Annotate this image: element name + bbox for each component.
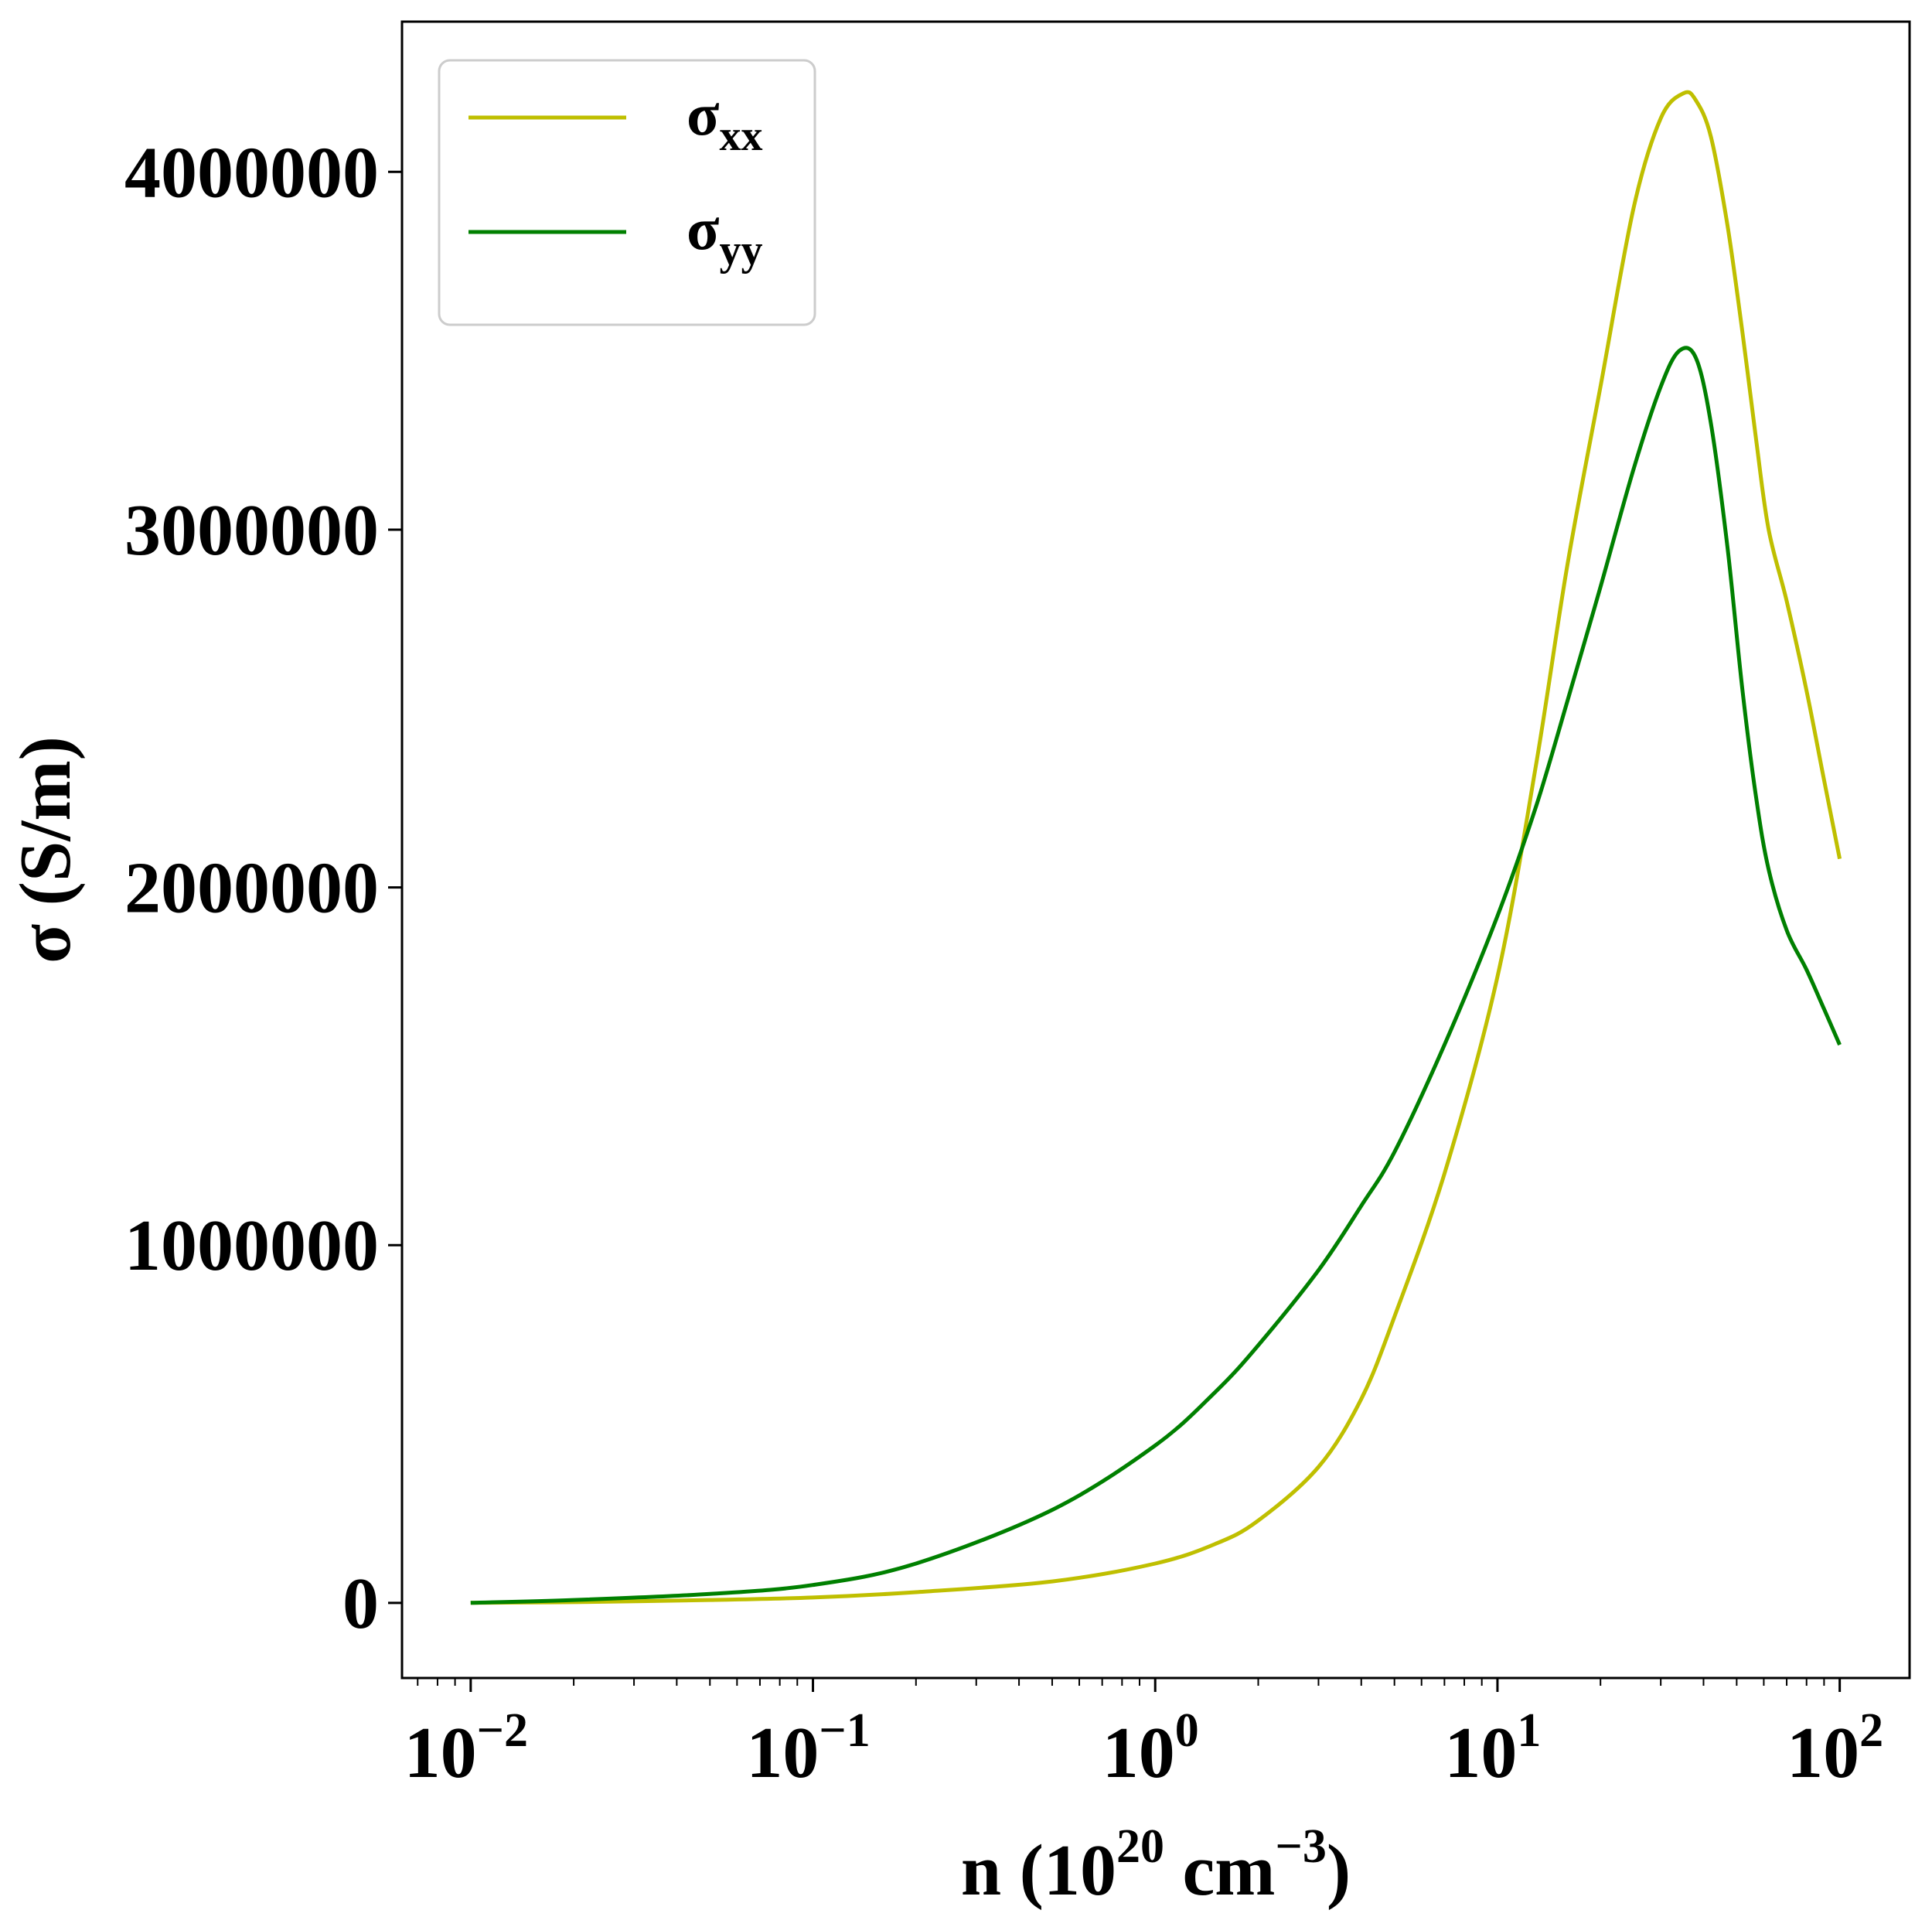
legend-label-sigma-yy-symbol: σ [687, 195, 719, 262]
x-tick-label-exponent: 1 [1517, 1704, 1541, 1757]
legend-label-sigma-xx-symbol: σ [687, 80, 719, 148]
x-tick-label-base: 10 [404, 1713, 477, 1793]
y-tick-label: 3000000 [124, 490, 379, 571]
x-tick-label: 100 [1102, 1704, 1199, 1793]
legend-label-sigma-xx: σxx [687, 80, 762, 160]
series-layer [470, 90, 1842, 1605]
x-axis-title-suffix: ) [1327, 1830, 1351, 1911]
x-tick-label-base: 10 [1787, 1713, 1859, 1793]
y-axis: 0 1000000 2000000 3000000 4000000 [124, 132, 402, 1644]
x-tick-label-exponent: −1 [819, 1704, 870, 1757]
x-tick-label: 10−2 [404, 1704, 528, 1793]
x-axis-title-exponent: 20 [1116, 1820, 1164, 1873]
x-tick-label-base: 10 [746, 1713, 819, 1793]
x-axis: 10−2 10−1 100 101 102 [404, 1678, 1883, 1793]
x-tick-label-exponent: 0 [1175, 1704, 1199, 1757]
series-line-sigma-yy [470, 346, 1842, 1605]
legend-label-sigma-yy-subscript: yy [719, 227, 762, 275]
x-axis-title-prefix: n (10 [961, 1830, 1116, 1911]
x-tick-label-base: 10 [1102, 1713, 1175, 1793]
x-axis-title-unit-exponent: −3 [1275, 1820, 1326, 1873]
x-axis-title: n (1020 cm−3) [961, 1820, 1351, 1911]
y-tick-label: 4000000 [124, 132, 379, 213]
legend-label-sigma-yy: σyy [687, 195, 762, 275]
y-tick-label: 0 [342, 1564, 379, 1644]
y-axis-title: σ (S/m) [5, 736, 86, 964]
x-axis-title-unit: cm [1164, 1830, 1276, 1911]
x-tick-label-base: 10 [1444, 1713, 1517, 1793]
legend-box [438, 59, 816, 326]
x-tick-label: 101 [1444, 1704, 1541, 1793]
y-tick-label: 1000000 [124, 1206, 379, 1286]
y-tick-label: 2000000 [124, 848, 379, 929]
legend-label-sigma-xx-subscript: xx [719, 112, 762, 160]
x-tick-label-exponent: −2 [477, 1704, 528, 1757]
legend: σxx σyy [438, 59, 816, 326]
x-tick-label: 10−1 [746, 1704, 870, 1793]
series-line-sigma-xx [470, 90, 1842, 1605]
x-tick-label: 102 [1787, 1704, 1883, 1793]
x-tick-label-exponent: 2 [1859, 1704, 1883, 1757]
